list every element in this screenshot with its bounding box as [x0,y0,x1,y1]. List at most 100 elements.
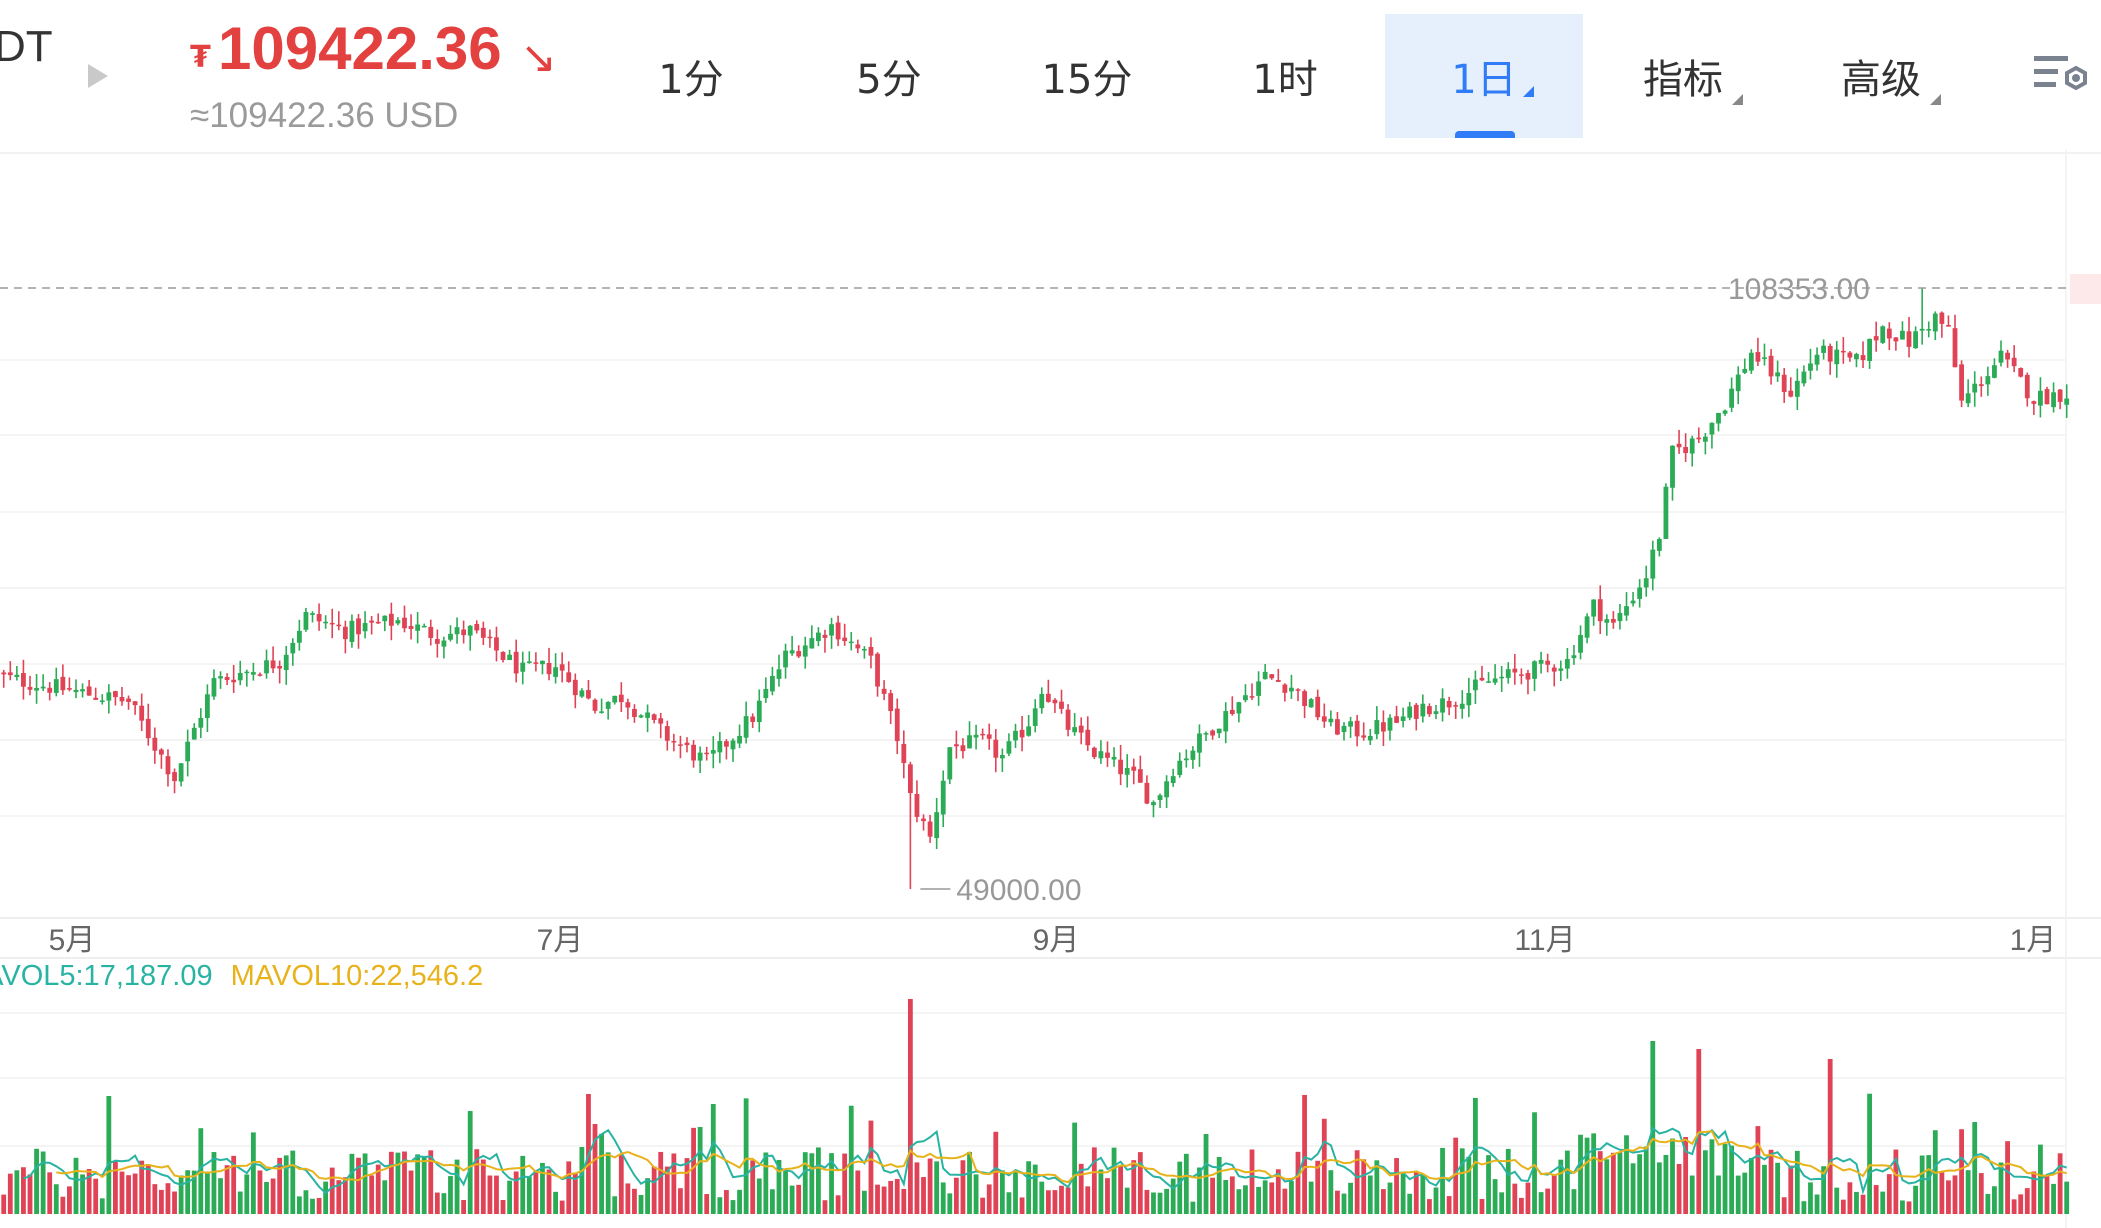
volume-bar [1939,1172,1945,1214]
volume-bar [763,1152,769,1214]
candle-body [526,661,532,663]
candle-body [579,690,585,697]
candle-body [1558,668,1564,671]
volume-bar [329,1167,335,1214]
candle-body [1696,437,1702,440]
volume-bar [1269,1182,1275,1214]
volume-bar [415,1154,421,1214]
candle-body [1643,578,1649,588]
volume-bar [500,1199,506,1214]
candle-body [901,743,907,764]
candle-body [993,739,999,758]
volume-bar [1886,1174,1892,1214]
candle-body [1473,679,1478,691]
volume-bar [1775,1162,1781,1214]
volume-bar [428,1150,434,1214]
volume-bar [119,1171,125,1214]
candle-body [99,700,105,703]
tab-5min[interactable]: 5分 [790,14,988,138]
volume-bar [86,1169,92,1214]
candle-body [829,624,834,636]
tab-1hour[interactable]: 1时 [1186,14,1384,138]
candle-body [480,627,486,638]
volume-bar [796,1184,802,1214]
candle-body [211,678,217,697]
volume-bar [901,1188,907,1214]
chart-settings-icon[interactable] [2030,50,2090,100]
volume-bar [1183,1153,1189,1214]
tab-15min[interactable]: 15分 [988,14,1186,138]
candle-body [1729,388,1735,408]
volume-bar [172,1191,177,1214]
tab-1min[interactable]: 1分 [592,14,790,138]
volume-bar [816,1147,821,1214]
candle-body [204,694,210,719]
candle-body [855,644,861,649]
volume-bar [1564,1150,1570,1214]
candle-body [356,618,361,635]
volume-bar [861,1190,867,1214]
candle-body [270,660,276,669]
candle-body [1197,733,1202,753]
mavol10-label: MAVOL10:22,546.2 [230,960,484,992]
candle-body [1847,352,1853,358]
candle-body [638,715,644,718]
volume-bar [1420,1174,1426,1214]
volume-bar [645,1178,650,1214]
candle-body [888,693,894,712]
volume-ma-legend: MAVOL5:17,187.09 MAVOL10:22,546.2 [0,960,483,993]
candle-body [1492,678,1498,683]
volume-bar [1381,1189,1386,1214]
volume-bar [1440,1147,1445,1214]
volume-bar [513,1171,519,1214]
currency-symbol: ₮ [190,40,211,75]
volume-bar [1788,1165,1794,1214]
volume-bar [1637,1154,1643,1214]
candle-body [1262,671,1268,680]
volume-bar [1512,1183,1518,1214]
candle-body [1131,766,1137,771]
candle-body [822,634,828,638]
candle-body [1801,371,1807,384]
candle-body [1827,345,1833,362]
candle-body [1722,410,1728,414]
volume-bar [283,1155,289,1214]
volume-bar [204,1171,210,1214]
candle-body [402,617,407,629]
volume-bar [159,1189,164,1214]
candle-body [316,614,322,622]
play-icon[interactable] [88,64,108,88]
candle-body [375,621,381,624]
volume-bar [1518,1197,1524,1214]
volume-bar [1624,1135,1629,1214]
candle-body [290,642,296,654]
volume-bar [290,1150,296,1214]
candle-body [1085,729,1091,746]
candle-body [1755,352,1761,362]
volume-bar [940,1182,946,1214]
volume-bar [1867,1093,1872,1214]
tab-indicators[interactable]: 指标 [1584,14,1782,138]
tab-advanced[interactable]: 高级 [1782,14,1980,138]
candle-body [776,669,782,679]
tab-1day[interactable]: 1日 [1385,14,1583,138]
candle-body [106,692,112,701]
candle-body [1893,337,1899,342]
volume-bar [1722,1143,1728,1214]
tab-label: 1时 [1252,57,1318,103]
candle-body [881,688,887,694]
candle-body [1124,768,1130,775]
volume-bar [224,1165,230,1214]
candle-body [1886,328,1892,339]
candle-body [1045,693,1051,702]
candle-body [632,708,637,717]
candle-body [907,764,913,794]
volume-bar [1584,1137,1590,1214]
volume-bar [1893,1149,1899,1214]
volume-bar [1702,1150,1708,1214]
candle-body [1985,376,1991,385]
candle-body [139,705,145,721]
candle-body [710,750,716,754]
candle-body [1236,702,1242,714]
